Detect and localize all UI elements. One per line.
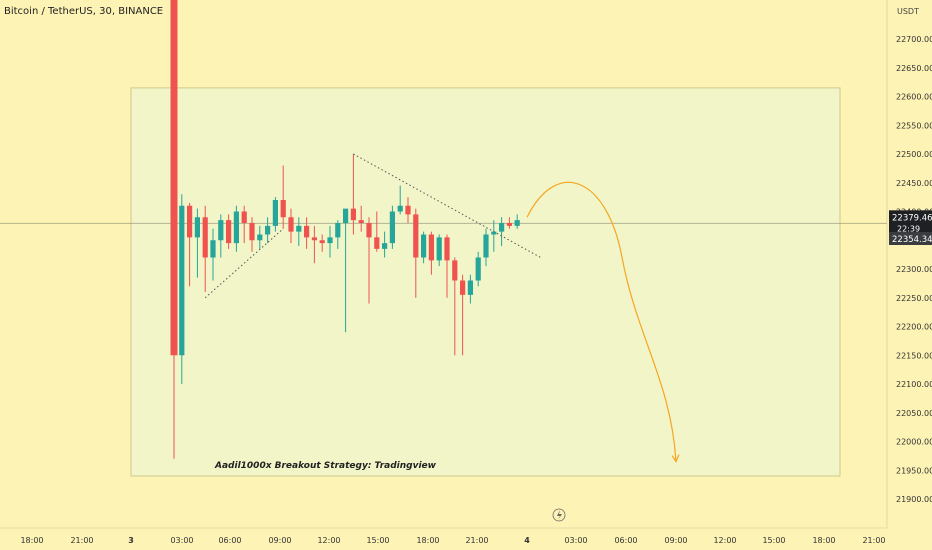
candle-body[interactable] [350, 208, 356, 221]
price-tick-label: 22250.00 [896, 294, 932, 303]
candle-body[interactable] [343, 208, 349, 223]
time-tick-label: 21:00 [70, 536, 93, 545]
candle-body[interactable] [241, 211, 247, 224]
time-tick-label: 09:00 [664, 536, 687, 545]
candle-body[interactable] [374, 237, 380, 249]
candle-body[interactable] [304, 225, 310, 238]
current-price-label: 22379.46 [892, 213, 932, 223]
candle-body[interactable] [413, 214, 419, 258]
annotation-text: Aadil1000x Breakout Strategy: Tradingvie… [214, 461, 437, 471]
candle-body[interactable] [288, 217, 294, 232]
candle-body[interactable] [358, 220, 364, 223]
candle-body[interactable] [506, 223, 512, 226]
candle-body[interactable] [319, 240, 325, 244]
reference-price-label: 22354.34 [892, 235, 932, 245]
candle-body[interactable] [452, 260, 458, 281]
price-tick-label: 22600.00 [896, 93, 932, 102]
candle-body[interactable] [272, 200, 278, 226]
price-tick-label: 22650.00 [896, 64, 932, 73]
time-tick-label: 09:00 [268, 536, 291, 545]
time-tick-label: 21:00 [465, 536, 488, 545]
price-tick-label: 22300.00 [896, 265, 932, 274]
candle-body[interactable] [366, 223, 372, 238]
reference-price-badge [889, 232, 932, 245]
candle-body[interactable] [514, 220, 520, 226]
candle-countdown-label: 22:39 [897, 224, 920, 233]
candle-body[interactable] [382, 243, 388, 249]
price-tick-label: 22050.00 [896, 409, 932, 418]
candle-body[interactable] [421, 234, 427, 258]
price-tick-label: 22550.00 [896, 121, 932, 130]
time-tick-label: 06:00 [218, 536, 241, 545]
candle-body[interactable] [311, 237, 317, 241]
lightning-icon-bolt [557, 510, 562, 520]
candle-body[interactable] [218, 220, 224, 241]
candle-body[interactable] [389, 211, 395, 244]
candle-body[interactable] [428, 234, 434, 261]
time-tick-label: 4 [524, 536, 530, 545]
time-tick-label: 06:00 [614, 536, 637, 545]
candle-body[interactable] [202, 217, 208, 258]
candle-body[interactable] [397, 205, 403, 212]
candle-body[interactable] [475, 257, 481, 281]
time-tick-label: 15:00 [762, 536, 785, 545]
candle-body[interactable] [280, 200, 286, 218]
candle-body[interactable] [436, 237, 442, 261]
time-tick-label: 18:00 [416, 536, 439, 545]
time-tick-label: 12:00 [713, 536, 736, 545]
candle-body[interactable] [179, 205, 185, 356]
current-price-badge [889, 210, 932, 237]
price-tick-label: 21950.00 [896, 466, 932, 475]
price-tick-label: 22150.00 [896, 351, 932, 360]
candle-body[interactable] [327, 237, 333, 244]
candle-body[interactable] [170, 0, 178, 356]
time-tick-label: 18:00 [812, 536, 835, 545]
candle-body[interactable] [194, 217, 200, 238]
candle-body[interactable] [467, 280, 473, 295]
time-tick-label: 12:00 [317, 536, 340, 545]
projection-arrow-head [671, 454, 680, 463]
candle-body[interactable] [483, 234, 489, 258]
candle-body[interactable] [491, 231, 497, 235]
projection-arrow[interactable] [526, 181, 677, 462]
price-tick-label: 22000.00 [896, 438, 932, 447]
candle-body[interactable] [444, 237, 450, 261]
price-tick-label: 21900.00 [896, 495, 932, 504]
price-axis-currency: USDT [897, 7, 919, 16]
time-tick-label: 21:00 [862, 536, 885, 545]
candle-body[interactable] [296, 225, 302, 232]
candle-body[interactable] [233, 211, 239, 244]
candle-body[interactable] [499, 223, 505, 232]
candle-body[interactable] [257, 234, 263, 241]
candle-body[interactable] [335, 223, 341, 238]
candle-body[interactable] [405, 205, 411, 215]
time-tick-label: 18:00 [20, 536, 43, 545]
lightning-icon[interactable] [552, 508, 566, 522]
time-tick-label: 3 [128, 536, 134, 545]
rising-trendline[interactable] [204, 228, 284, 299]
candle-body[interactable] [187, 205, 193, 238]
candle-body[interactable] [226, 220, 232, 244]
time-tick-label: 03:00 [564, 536, 587, 545]
price-tick-label: 22450.00 [896, 179, 932, 188]
candle-body[interactable] [265, 225, 271, 235]
time-tick-label: 15:00 [366, 536, 389, 545]
time-tick-label: 03:00 [170, 536, 193, 545]
price-tick-label: 22100.00 [896, 380, 932, 389]
chart-title: Bitcoin / TetherUS, 30, BINANCE [4, 6, 164, 17]
price-tick-label: 22500.00 [896, 150, 932, 159]
price-tick-label: 22700.00 [896, 35, 932, 44]
candle-body[interactable] [460, 280, 466, 295]
candle-body[interactable] [210, 240, 216, 258]
range-box[interactable] [130, 87, 841, 477]
price-tick-label: 22200.00 [896, 323, 932, 332]
candle-body[interactable] [249, 223, 255, 241]
